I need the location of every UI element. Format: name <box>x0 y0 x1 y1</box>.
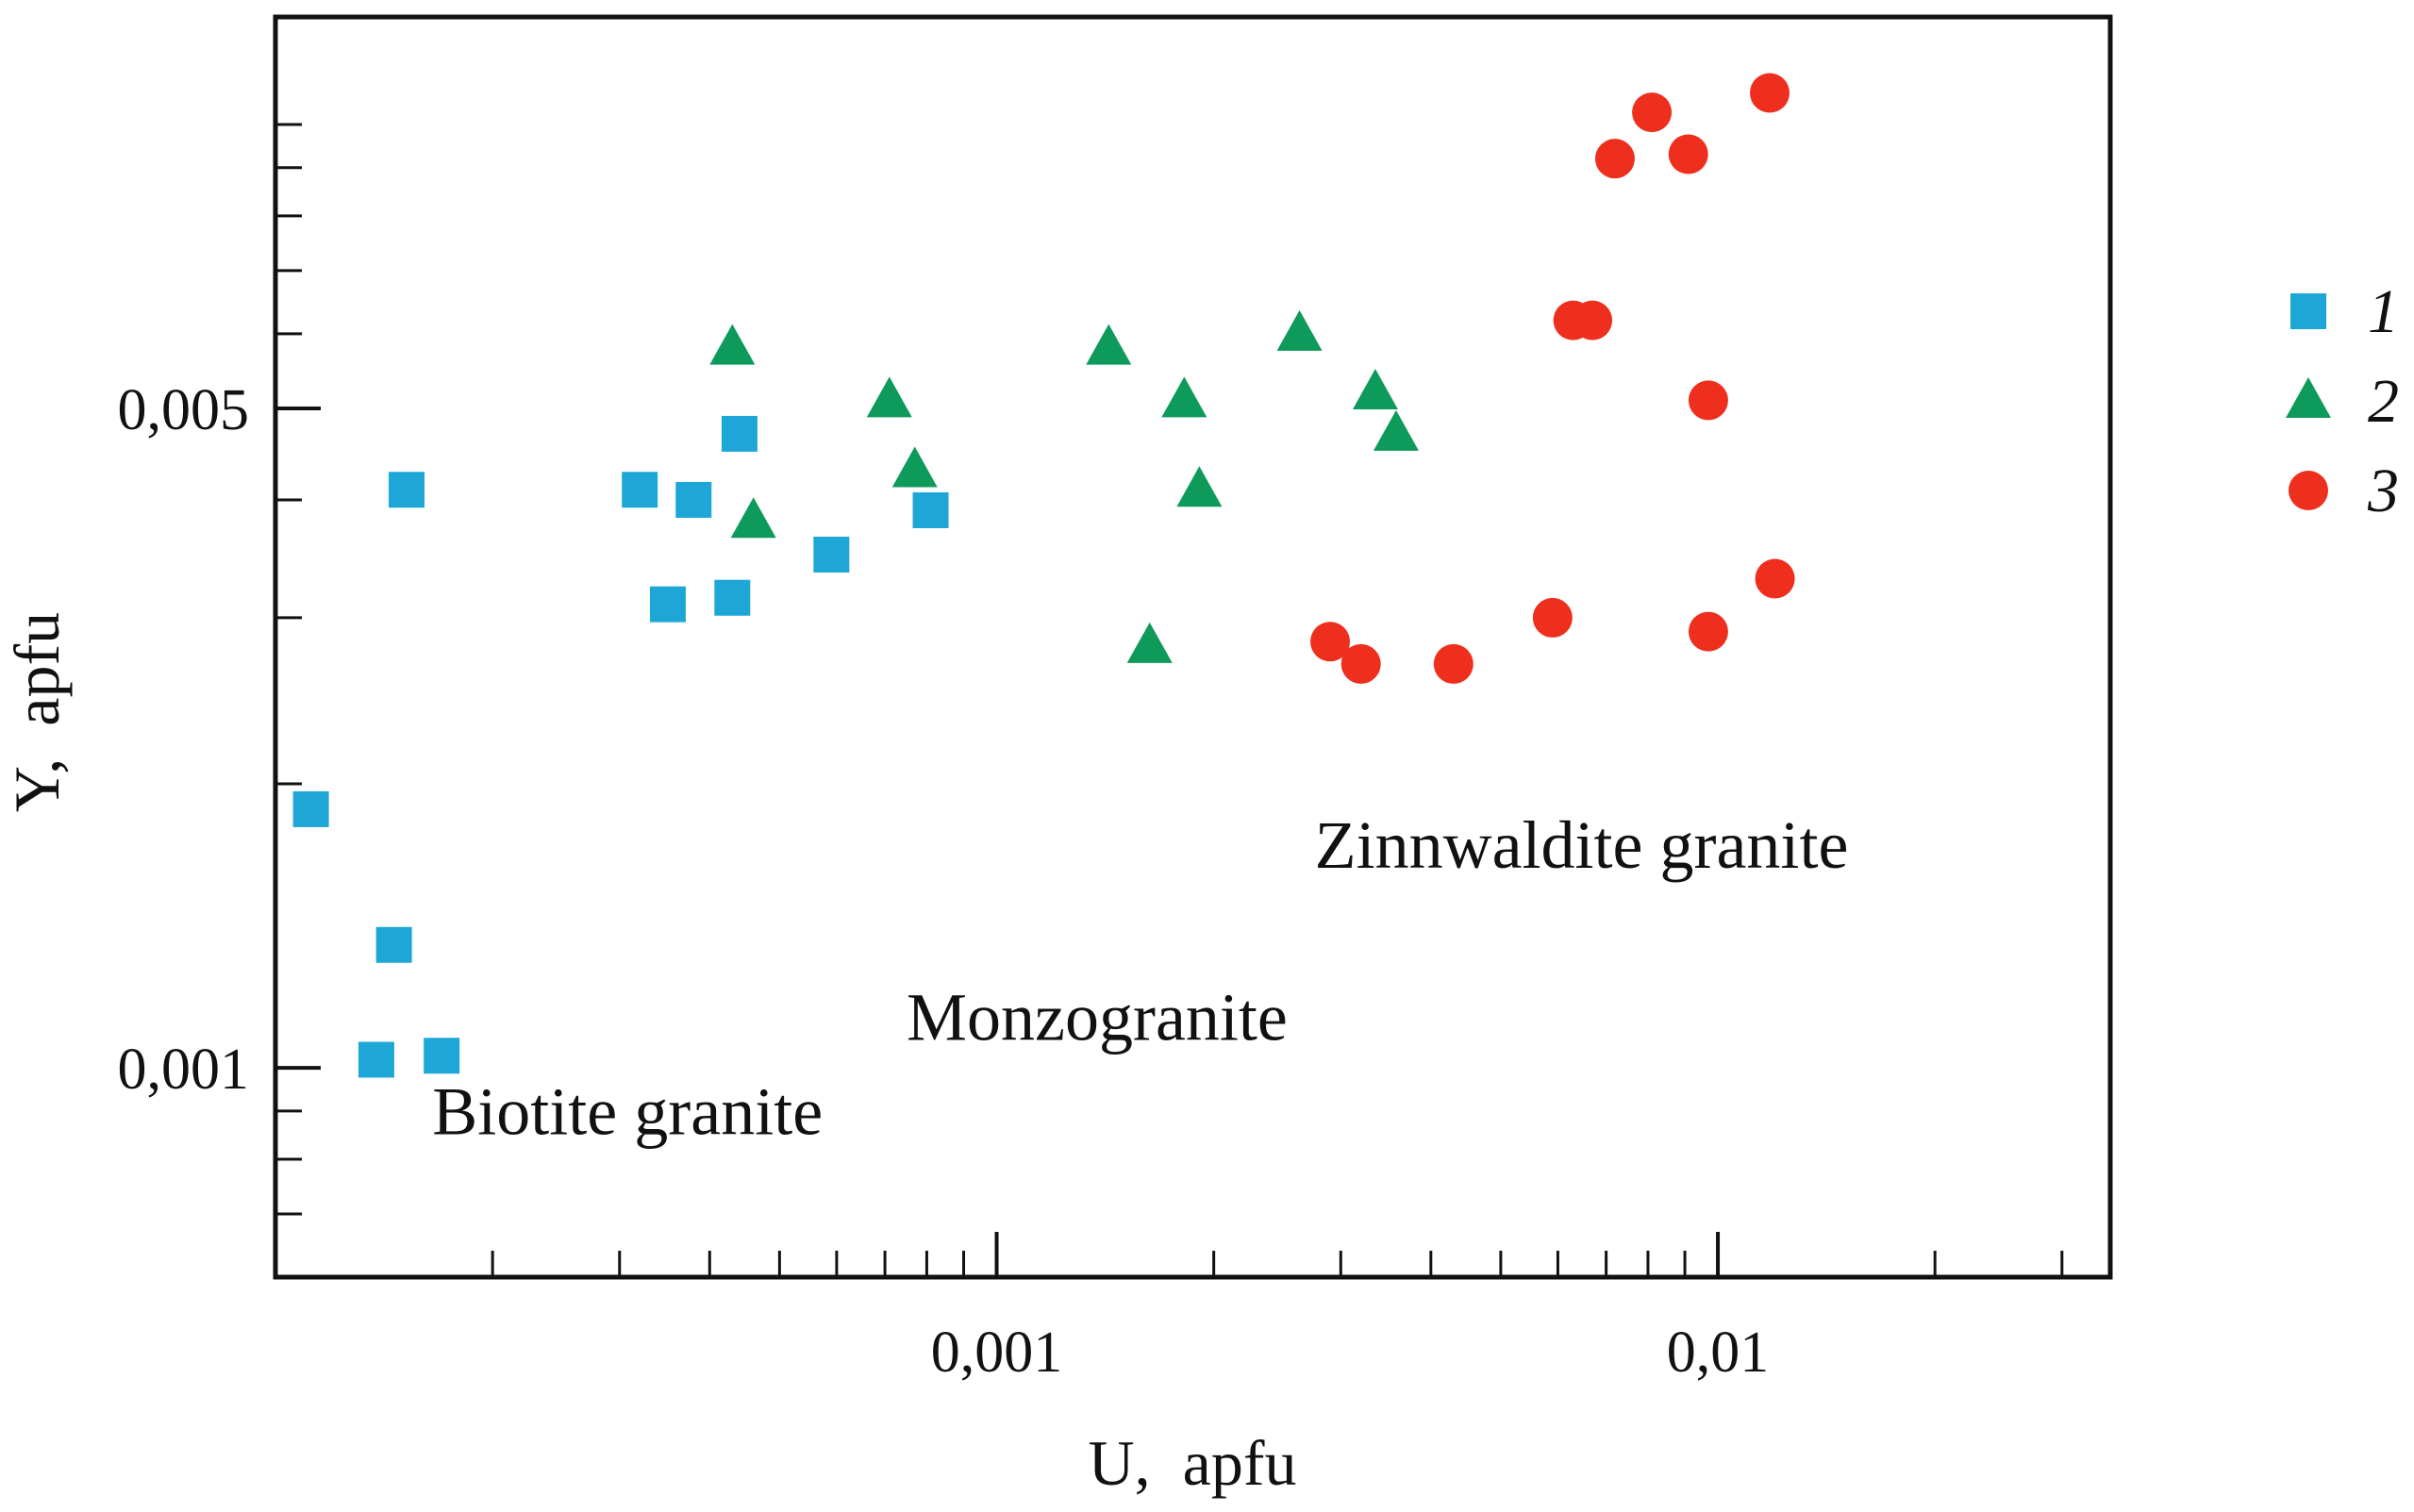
data-point-series-3 <box>1340 643 1381 684</box>
legend-entry: 2 <box>2286 367 2399 436</box>
legend-marker <box>2289 471 2328 510</box>
data-point-series-1 <box>912 491 949 528</box>
data-point-series-2 <box>709 324 756 365</box>
data-points <box>292 73 1795 1078</box>
series-2 <box>709 309 1419 663</box>
series-3 <box>1310 73 1795 684</box>
data-point-series-3 <box>1688 611 1728 652</box>
x-axis-title: U, apfu <box>1089 1427 1297 1499</box>
legend-entry: 3 <box>2289 457 2399 525</box>
annotation-label: Biotite granite <box>432 1074 823 1150</box>
legend-label: 3 <box>2367 457 2399 525</box>
data-point-series-3 <box>1668 134 1708 174</box>
plot-frame <box>273 14 2113 1280</box>
data-point-series-3 <box>1573 300 1613 341</box>
legend-marker <box>2290 293 2326 329</box>
data-point-series-2 <box>1276 309 1323 351</box>
data-point-series-1 <box>721 415 757 452</box>
data-point-series-3 <box>1632 92 1673 133</box>
data-point-series-3 <box>1594 139 1635 179</box>
data-point-series-1 <box>813 536 850 573</box>
data-point-series-3 <box>1433 643 1473 684</box>
legend-label: 1 <box>2368 277 2399 346</box>
legend-entry: 1 <box>2290 277 2399 346</box>
y-tick-label: 0,005 <box>118 378 250 442</box>
data-point-series-2 <box>1352 369 1398 410</box>
data-point-series-1 <box>714 579 751 616</box>
data-point-series-2 <box>1373 409 1419 451</box>
data-point-series-3 <box>1310 622 1351 662</box>
data-point-series-2 <box>866 376 912 418</box>
axis-ticks: 0,001 0,01 0,001 0,005 <box>118 123 2064 1385</box>
region-annotations: Biotite granite Monzogranite Zinnwaldite g… <box>432 807 1848 1150</box>
data-point-series-2 <box>1161 376 1207 418</box>
data-point-series-2 <box>1086 324 1132 365</box>
y-axis-title: Y, apfu <box>1 612 73 812</box>
data-point-series-3 <box>1750 73 1790 113</box>
y-tick-label: 0,001 <box>118 1038 250 1102</box>
data-point-series-2 <box>891 446 938 488</box>
data-point-series-1 <box>622 472 658 508</box>
data-point-series-1 <box>649 586 686 623</box>
legend-marker <box>2286 377 2331 418</box>
data-point-series-1 <box>375 926 412 963</box>
data-point-series-1 <box>389 472 425 508</box>
data-point-series-1 <box>292 790 329 827</box>
x-tick-label: 0,001 <box>931 1321 1063 1385</box>
x-tick-label: 0,01 <box>1667 1321 1770 1385</box>
annotation-label: Monzogranite <box>907 980 1288 1055</box>
data-point-series-1 <box>424 1038 460 1074</box>
data-point-series-3 <box>1688 380 1728 421</box>
series-1 <box>292 415 949 1078</box>
data-point-series-3 <box>1755 558 1795 599</box>
legend-label: 2 <box>2368 367 2399 436</box>
data-point-series-2 <box>1126 622 1173 663</box>
data-point-series-3 <box>1532 597 1573 638</box>
legend: 1 2 3 <box>2286 277 2399 525</box>
data-point-series-2 <box>730 497 776 539</box>
data-point-series-1 <box>358 1041 394 1078</box>
data-point-series-1 <box>675 481 712 518</box>
annotation-label: Zinnwaldite granite <box>1315 807 1849 883</box>
data-point-series-2 <box>1176 466 1223 507</box>
